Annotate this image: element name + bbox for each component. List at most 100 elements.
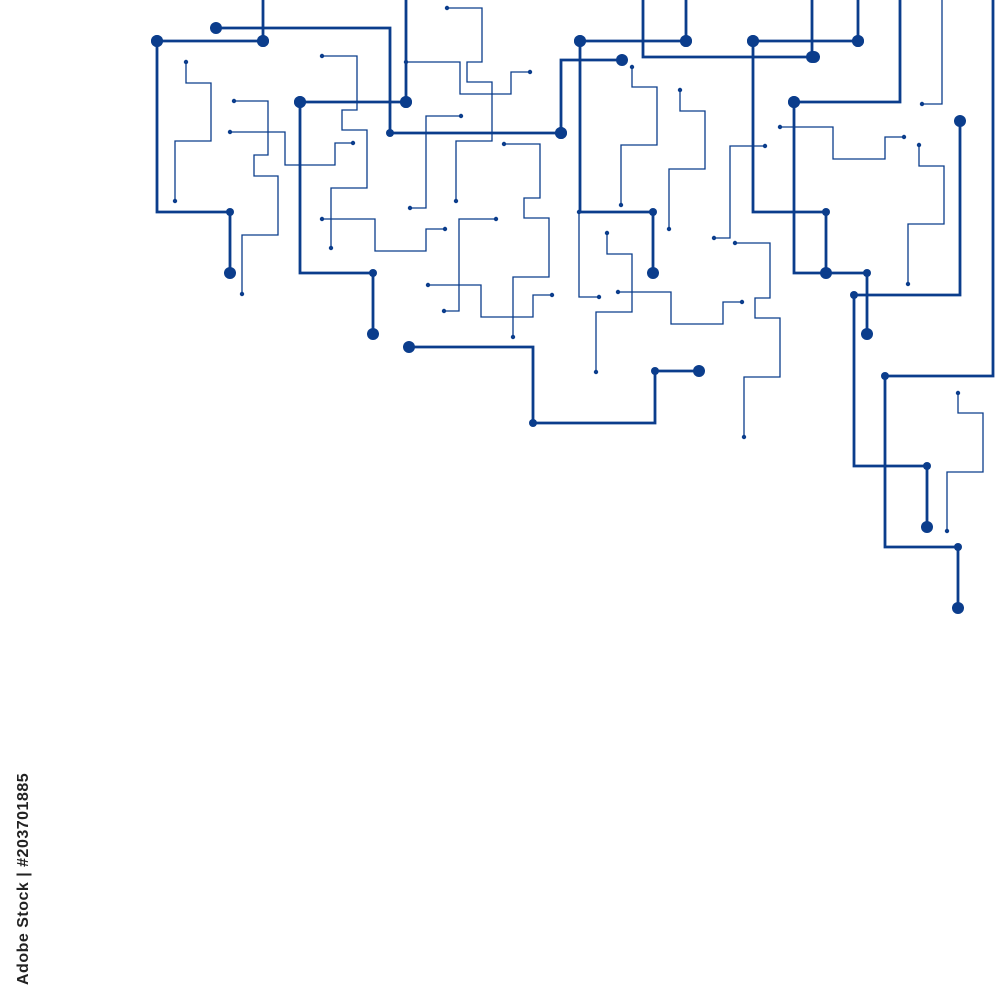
thin-trace-node [407,205,413,211]
thin-trace-node [501,141,507,147]
thin-trace-node [901,134,907,140]
thin-trace-node [732,240,738,246]
thin-trace [735,242,781,437]
thin-trace-node [741,434,747,440]
thick-trace-node [747,35,759,47]
thin-trace [504,143,550,337]
thin-trace [595,233,633,372]
thick-trace-node [403,341,415,353]
thin-trace-node [615,289,621,295]
thick-trace-node [954,543,962,551]
thin-trace-node [604,230,610,236]
watermark: Adobe Stock | #203701885 [15,773,32,985]
thick-trace [794,0,902,104]
thin-trace [620,67,658,205]
thin-trace-node [527,69,533,75]
thick-trace-node [649,208,657,216]
thin-trace [668,90,706,229]
thick-trace-node [210,22,222,34]
thin-trace-node [441,308,447,314]
thin-trace-node [596,294,602,300]
thick-trace-node [294,96,306,108]
thin-trace [322,218,445,252]
thin-trace [946,393,984,531]
thick-trace-node [574,35,586,47]
thin-trace [428,284,552,318]
thin-trace-node [916,142,922,148]
thin-trace-node [905,281,911,287]
thick-trace-node [852,35,864,47]
thin-trace-node [183,59,189,65]
thin-trace-node [618,202,624,208]
thin-trace-node [955,390,961,396]
thin-trace-node [777,124,783,130]
thick-trace-node [529,419,537,427]
thin-trace-node [629,64,635,70]
thick-trace [578,41,655,273]
thick-trace-node [369,269,377,277]
thin-trace-node [493,216,499,222]
thin-trace-node [762,143,768,149]
thin-trace [230,131,353,166]
thick-traces [151,0,995,614]
thin-trace-node [328,245,334,251]
thin-trace-node [510,334,516,340]
thick-trace-node [863,269,871,277]
thick-trace-node [952,602,964,614]
thin-trace [406,61,530,95]
thin-trace [922,0,943,105]
thick-trace-node [881,372,889,380]
thin-trace-node [319,53,325,59]
thick-trace-node [257,35,269,47]
thin-trace-node [425,282,431,288]
thin-traces [172,0,984,534]
thick-trace [751,41,828,273]
thick-trace-node [226,208,234,216]
thick-trace-node [921,521,933,533]
thick-trace-node [822,208,830,216]
thick-trace-node [806,51,818,63]
thin-trace-node [458,113,464,119]
thin-trace-node [593,369,599,375]
thick-trace-node [224,267,236,279]
thin-trace [714,145,765,239]
thin-trace-node [677,87,683,93]
thin-trace [447,7,493,201]
thick-trace-node [555,127,567,139]
thin-trace-node [549,292,555,298]
thick-trace-node [693,365,705,377]
thin-trace [578,212,599,298]
thick-trace-node [954,115,966,127]
thick-trace [852,121,962,527]
thick-trace-node [367,328,379,340]
thin-trace [780,126,904,160]
thin-trace-node [711,235,717,241]
thick-trace [409,345,699,425]
thick-trace-node [788,96,800,108]
thick-trace [559,58,622,133]
thin-trace-node [444,5,450,11]
thick-trace [792,102,869,334]
thick-trace-node [151,35,163,47]
thin-trace-node [453,198,459,204]
thin-trace-node [739,299,745,305]
thin-trace-node [350,140,356,146]
thick-trace-node [647,267,659,279]
thin-trace-node [666,226,672,232]
thin-trace [322,55,368,248]
thin-trace-node [227,129,233,135]
thin-trace-node [231,98,237,104]
thick-trace-node [850,291,858,299]
thick-trace-node [680,35,692,47]
thin-trace-node [944,528,950,534]
thin-trace-node [172,198,178,204]
thin-trace [618,291,742,325]
thick-trace-node [616,54,628,66]
thick-trace [155,41,232,273]
thick-trace-node [923,462,931,470]
thin-trace [444,218,496,312]
thick-trace-node [651,367,659,375]
thin-trace-node [442,226,448,232]
